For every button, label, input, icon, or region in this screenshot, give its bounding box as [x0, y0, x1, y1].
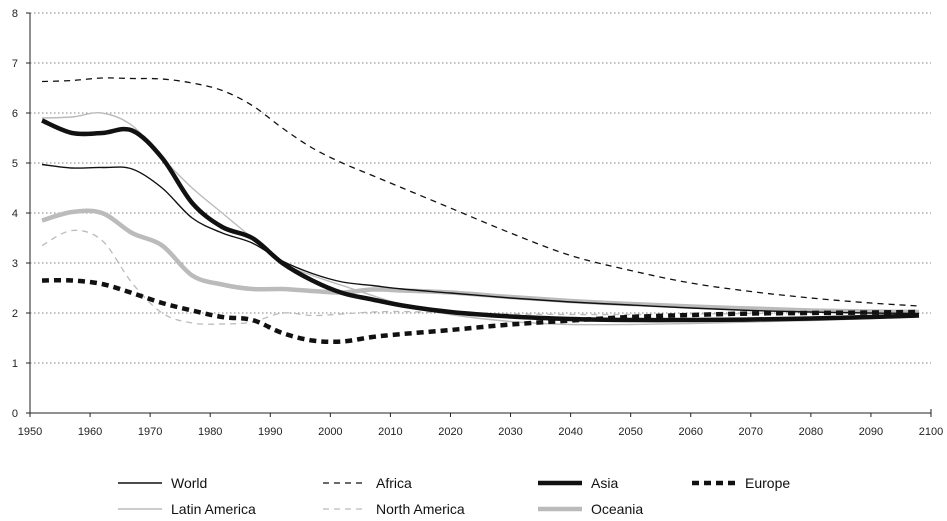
legend-label-north-america: North America — [376, 501, 465, 517]
x-tick-label-2030: 2030 — [498, 426, 522, 438]
y-tick-label-3: 3 — [12, 258, 18, 270]
x-tick-label-2080: 2080 — [799, 426, 823, 438]
series-line-europe — [42, 277, 920, 345]
y-tick-label-0: 0 — [12, 408, 18, 420]
x-tick-label-2090: 2090 — [859, 426, 883, 438]
y-tick-label-8: 8 — [12, 8, 18, 20]
x-tick-label-2040: 2040 — [558, 426, 582, 438]
x-tick-label-2070: 2070 — [739, 426, 763, 438]
series-line-world — [41, 163, 919, 315]
y-tick-label-5: 5 — [12, 158, 18, 170]
x-tick-label-2060: 2060 — [678, 426, 702, 438]
y-tick-label-7: 7 — [12, 58, 18, 70]
series-lines — [41, 77, 920, 345]
y-tick-label-6: 6 — [12, 108, 18, 120]
x-tick-label-2050: 2050 — [618, 426, 642, 438]
x-tick-label-1990: 1990 — [258, 426, 282, 438]
x-tick-label-1980: 1980 — [198, 426, 222, 438]
series-line-africa — [41, 77, 920, 307]
y-tick-labels: 0 1 2 3 4 5 6 7 8 — [12, 8, 18, 420]
legend-label-europe: Europe — [745, 475, 790, 491]
y-tick-label-4: 4 — [12, 208, 18, 220]
legend-label-world: World — [171, 475, 207, 491]
x-tick-labels: 1950 1960 1970 1980 1990 2000 2010 2020 2030 2040… — [18, 426, 943, 438]
x-tick-label-1950: 1950 — [18, 426, 42, 438]
legend-label-latin-america: Latin America — [171, 501, 256, 517]
legend-label-oceania: Oceania — [591, 501, 643, 517]
x-tick-label-1970: 1970 — [138, 426, 162, 438]
x-tick-label-2000: 2000 — [318, 426, 342, 438]
x-tick-label-1960: 1960 — [78, 426, 102, 438]
series-line-asia — [41, 118, 920, 323]
y-tick-label-2: 2 — [12, 308, 18, 320]
x-tick-label-2010: 2010 — [378, 426, 402, 438]
y-tick-label-1: 1 — [12, 358, 18, 370]
x-tick-label-2100: 2100 — [919, 426, 943, 438]
legend: World Africa Asia Europe Latin America North … — [118, 475, 790, 517]
legend-label-africa: Africa — [376, 475, 412, 491]
series-line-oceania — [41, 208, 920, 315]
axes — [26, 12, 932, 417]
legend-label-asia: Asia — [591, 475, 618, 491]
x-tick-label-2020: 2020 — [438, 426, 462, 438]
